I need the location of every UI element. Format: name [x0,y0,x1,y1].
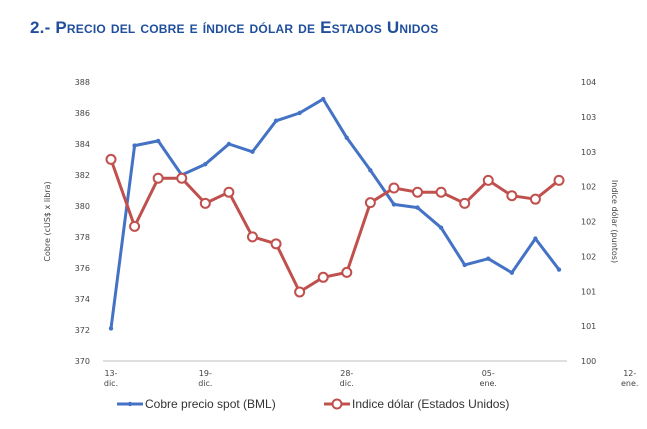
data-point [459,197,471,209]
x-tick-label: 12-ene. [621,369,638,388]
legend-swatch-marker [331,398,343,410]
x-tick-label: 05-ene. [480,369,497,388]
data-point [176,172,188,184]
series-layer [105,96,565,331]
series-line [109,97,561,330]
data-point [415,205,420,210]
data-point [155,138,161,144]
data-point [344,135,349,140]
legend-item: Cobre precio spot (BML) [117,397,276,411]
data-point [108,326,114,331]
right-tick-label: 101 [581,287,596,296]
right-tick-label: 102 [581,252,596,261]
right-tick-label: 103 [581,113,596,122]
right-tick-label: 101 [581,322,596,331]
data-point [132,143,137,148]
data-point [438,225,444,230]
left-tick-label: 376 [75,264,90,273]
page-title: 2.- Precio del cobre e índice dólar de E… [30,18,438,38]
data-point [435,186,447,198]
data-point [529,193,541,205]
data-point [246,231,258,243]
data-point [388,182,400,194]
right-tick-label: 102 [581,218,596,227]
left-tick-label: 378 [75,233,90,242]
left-axis-label: Cobre (cUS$ x libra) [43,181,52,261]
series-copper-price [108,96,562,331]
left-tick-label: 380 [75,202,90,211]
right-tick-label: 103 [581,148,596,157]
left-tick-label: 388 [75,78,90,87]
data-point [321,96,326,102]
data-point [486,256,491,261]
data-point [203,161,208,167]
data-point [105,153,117,165]
data-point [270,238,282,250]
data-point [533,236,538,241]
data-point [297,110,302,116]
title-text: Precio del cobre e índice dólar de Estad… [55,18,439,37]
data-point [129,220,141,232]
data-point [556,267,562,272]
legend-label: Indice dólar (Estados Unidos) [352,397,509,411]
right-axis-label: Indice dólar (puntos) [610,180,620,263]
left-tick-label: 372 [75,326,90,335]
data-point [294,286,306,298]
left-tick-label: 382 [75,171,90,180]
x-axis-ticks: 13-dic. 19-dic. 28-dic. 05-ene. 12-ene. [104,369,639,388]
data-point [462,262,467,268]
data-point [341,266,353,278]
left-tick-label: 374 [75,295,90,304]
left-tick-label: 384 [75,140,90,149]
legend-item: Indice dólar (Estados Unidos) [324,397,509,411]
x-tick-label: 19-dic. [198,369,212,388]
data-point [391,202,397,207]
x-tick-label: 28-dic. [340,369,354,388]
data-point [199,197,211,209]
data-point [152,172,164,184]
data-point [506,190,518,202]
left-axis-ticks: 388 386 384 382 380 378 376 374 372 370 [75,78,90,366]
data-point [509,270,515,275]
data-point [250,149,255,154]
series-dollar-index [105,153,565,298]
data-point [226,141,232,147]
right-tick-label: 100 [581,357,596,366]
title-number: 2.- [30,18,51,37]
data-point [482,174,494,186]
right-axis-ticks: 104 103 103 102 102 102 101 101 100 [581,78,596,366]
right-tick-label: 104 [581,78,596,87]
right-tick-label: 102 [581,183,596,192]
legend-swatch-marker [127,401,133,407]
data-point [223,186,235,198]
chart-legend: Cobre precio spot (BML) Indice dólar (Est… [117,397,509,411]
left-tick-label: 370 [75,357,90,366]
data-point [368,168,373,173]
data-point [273,118,279,123]
data-point [553,174,565,186]
left-tick-label: 386 [75,109,90,118]
x-tick-label: 13-dic. [104,369,118,388]
data-point [364,197,376,209]
data-point [317,271,329,283]
data-point [412,186,424,198]
legend-label: Cobre precio spot (BML) [145,397,276,411]
